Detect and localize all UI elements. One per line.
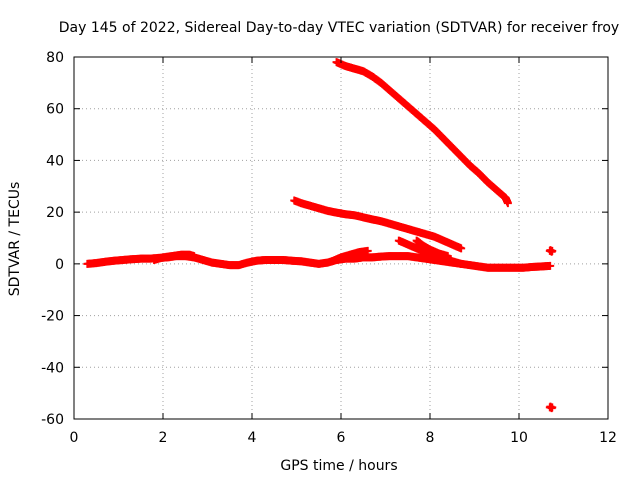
y-tick-label: 60 (46, 102, 64, 118)
x-axis-label: GPS time / hours (280, 458, 397, 474)
series-descending-track-mid (290, 196, 466, 253)
data-point (457, 259, 466, 268)
grid-layer (74, 57, 608, 419)
series-bump-track-2 (328, 246, 372, 266)
x-tick-label: 8 (426, 430, 435, 446)
ticks-layer: 0 2 4 6 8 10 12 -60 -40 -20 0 20 40 60 80 (41, 50, 617, 446)
data-point (457, 244, 466, 253)
series-bump-track-1 (150, 250, 199, 264)
y-tick-label: 20 (46, 205, 64, 221)
y-tick-label: -60 (41, 412, 64, 428)
y-tick-label: -40 (41, 360, 64, 376)
x-tick-label: 0 (70, 430, 79, 446)
data-point (546, 261, 555, 270)
x-tick-label: 2 (159, 430, 168, 446)
y-tick-label: 40 (46, 153, 64, 169)
y-tick-label: 0 (55, 257, 64, 273)
series-outliers (545, 246, 557, 413)
x-tick-label: 10 (510, 430, 528, 446)
x-tick-label: 4 (248, 430, 257, 446)
x-tick-label: 6 (337, 430, 346, 446)
data-point (443, 252, 452, 261)
data-point (548, 403, 557, 412)
series-cross-track (412, 236, 452, 261)
chart-title: Day 145 of 2022, Sidereal Day-to-day VTE… (59, 20, 619, 36)
data-point (548, 246, 557, 255)
data-layer (83, 58, 557, 413)
y-tick-label: -20 (41, 309, 64, 325)
data-point (190, 252, 199, 261)
series-descending-track-high (332, 58, 512, 208)
data-point (363, 246, 372, 255)
y-axis-label: SDTVAR / TECUs (7, 182, 23, 297)
data-point (503, 199, 512, 208)
x-tick-label: 12 (599, 430, 617, 446)
y-tick-label: 80 (46, 50, 64, 66)
